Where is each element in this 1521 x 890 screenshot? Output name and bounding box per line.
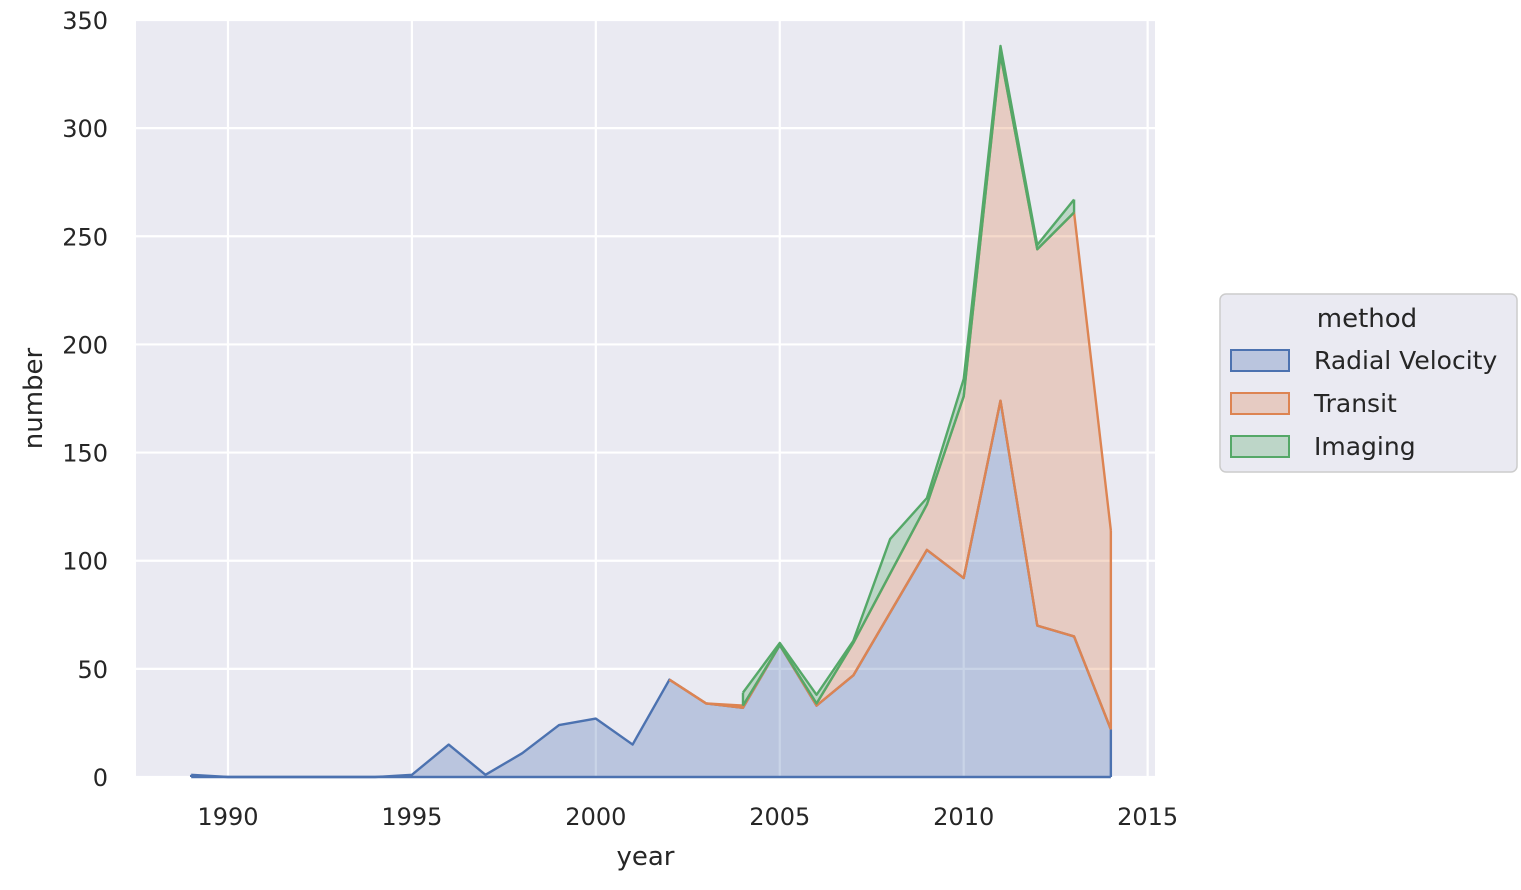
legend: method Radial Velocity Transit Imaging: [1219, 293, 1518, 473]
area-lower-line: [668, 399, 1112, 730]
legend-swatch: [1230, 392, 1290, 415]
legend-swatch: [1230, 435, 1290, 458]
x-tick-label: 1990: [197, 803, 258, 831]
x-tick-label: 2015: [1117, 803, 1178, 831]
y-tick-label: 100: [62, 548, 108, 576]
legend-frame: [1219, 293, 1518, 473]
y-tick-label: 0: [93, 764, 108, 792]
stacked-areas: [189, 44, 1113, 779]
y-tick-label: 350: [62, 7, 108, 35]
legend-swatch: [1230, 349, 1290, 372]
y-tick-label: 250: [62, 223, 108, 251]
x-axis-title: year: [616, 842, 674, 872]
area-lower-line: [741, 53, 1075, 707]
area-fill: [669, 54, 1111, 730]
y-tick-label: 150: [62, 440, 108, 468]
x-tick-label: 2010: [933, 803, 994, 831]
y-axis-title: number: [19, 347, 49, 449]
legend-label: Transit: [1313, 389, 1397, 418]
legend-item: Imaging: [1230, 432, 1416, 461]
y-tick-label: 200: [62, 331, 108, 359]
x-axis: 1990 1995 2000 2005 2010 2015: [197, 803, 1178, 831]
y-tick-label: 300: [62, 115, 108, 143]
legend-title: method: [1317, 304, 1417, 334]
x-tick-label: 1995: [381, 803, 442, 831]
area-fill: [191, 400, 1111, 777]
plot-background: [136, 20, 1155, 777]
x-tick-label: 2000: [565, 803, 626, 831]
area-upper-line: [742, 44, 1076, 697]
legend-label: Imaging: [1314, 432, 1416, 461]
y-axis: 0 50 100 150 200 250 300 350: [62, 7, 108, 792]
x-tick-label: 2005: [749, 803, 810, 831]
grid: [136, 18, 1155, 779]
legend-item: Radial Velocity: [1230, 346, 1497, 375]
legend-label: Radial Velocity: [1314, 346, 1497, 375]
y-tick-label: 50: [77, 656, 108, 684]
legend-item: Transit: [1230, 389, 1397, 418]
